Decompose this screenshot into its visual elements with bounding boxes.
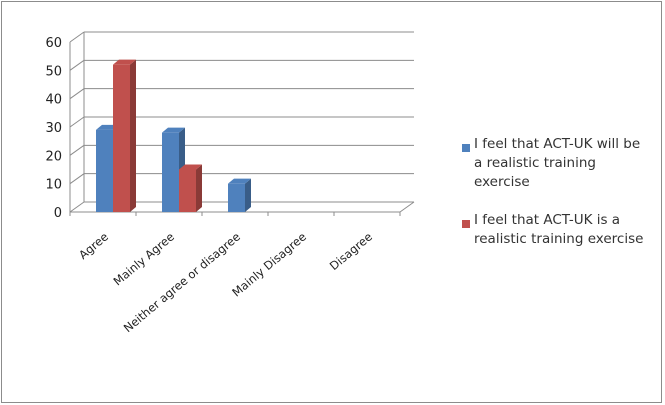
y-tick-label: 20 — [45, 149, 62, 164]
bar-top — [179, 164, 202, 170]
bar-top — [162, 127, 185, 133]
y-tick-label: 40 — [45, 93, 62, 108]
bar-1-mainly-agree — [162, 132, 179, 212]
y-tick-label: 50 — [45, 64, 62, 79]
bar-side — [245, 178, 251, 212]
y-tick-label: 10 — [45, 178, 62, 193]
gridline-diagonal — [69, 88, 85, 100]
bar-side — [130, 59, 136, 212]
gridline-diagonal — [69, 116, 85, 128]
x-tick-label: Disagree — [327, 230, 375, 274]
floor-edge — [399, 201, 415, 213]
gridline-diagonal — [69, 144, 85, 156]
bar-1-agree — [96, 129, 113, 212]
y-tick-label: 0 — [54, 206, 62, 221]
bar-side — [196, 164, 202, 212]
y-tick-label: 30 — [45, 121, 62, 136]
legend-swatch-1 — [462, 144, 470, 152]
legend-swatch-2 — [462, 220, 470, 228]
x-tick-label: Mainly Agree — [111, 230, 177, 289]
gridline-diagonal — [69, 201, 85, 213]
gridline-diagonal — [69, 173, 85, 185]
y-tick-label: 60 — [45, 36, 62, 51]
bar-1-neither-agree-or-disagree — [228, 183, 245, 212]
gridline-diagonal — [69, 31, 85, 43]
gridline-diagonal — [69, 59, 85, 71]
legend-label-1: I feel that ACT-UK will be a realistic t… — [474, 136, 641, 190]
x-tick-label: Agree — [76, 230, 111, 262]
bar-top — [113, 59, 136, 65]
bar-2-mainly-agree — [179, 169, 196, 212]
legend-label-2: I feel that ACT-UK is a realistic traini… — [474, 212, 644, 247]
bar-top — [228, 178, 251, 184]
x-tick-label: Neither agree or disagree — [121, 230, 243, 336]
bar-2-agree — [113, 64, 130, 213]
